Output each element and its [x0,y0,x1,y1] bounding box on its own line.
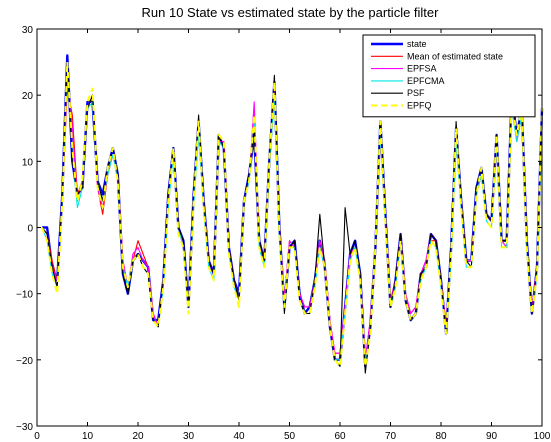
legend-label-5: EPFQ [407,101,432,111]
x-tick-label: 60 [334,431,346,442]
x-tick-label: 90 [486,431,498,442]
x-tick-label: 70 [385,431,397,442]
legend-label-3: EPFCMA [407,76,445,86]
x-tick-label: 30 [183,431,195,442]
axis-layer: 0 10 20 30 40 50 60 70 80 90 100 −30 −20 −10 0 10 20 30 [16,25,551,442]
x-tick-label: 80 [435,431,447,442]
legend-label-1: Mean of estimated state [407,51,503,61]
y-tick-label: 30 [22,25,34,36]
y-tick-label: −20 [16,356,33,367]
legend-label-4: PSF [407,88,425,98]
series-layer [41,54,544,374]
y-tick-label: 10 [22,157,34,168]
y-tick-label: −10 [16,290,33,301]
x-tick-label: 10 [82,431,94,442]
x-tick-label: 20 [132,431,144,442]
legend: state Mean of estimated state EPFSA EPFCMA P… [362,34,536,118]
legend-label-2: EPFSA [407,64,437,74]
legend-label-0: state [407,39,427,49]
chart-title: Run 10 State vs estimated state by the p… [142,5,440,20]
x-tick-label: 40 [233,431,245,442]
x-tick-label: 0 [34,431,40,442]
series-line-5 [41,61,543,368]
y-tick-label: −30 [16,422,33,433]
y-tick-label: 0 [27,224,33,235]
legend-box [362,34,536,118]
x-tick-label: 50 [284,431,296,442]
y-tick-label: 20 [22,91,34,102]
x-tick-label: 100 [534,431,551,442]
